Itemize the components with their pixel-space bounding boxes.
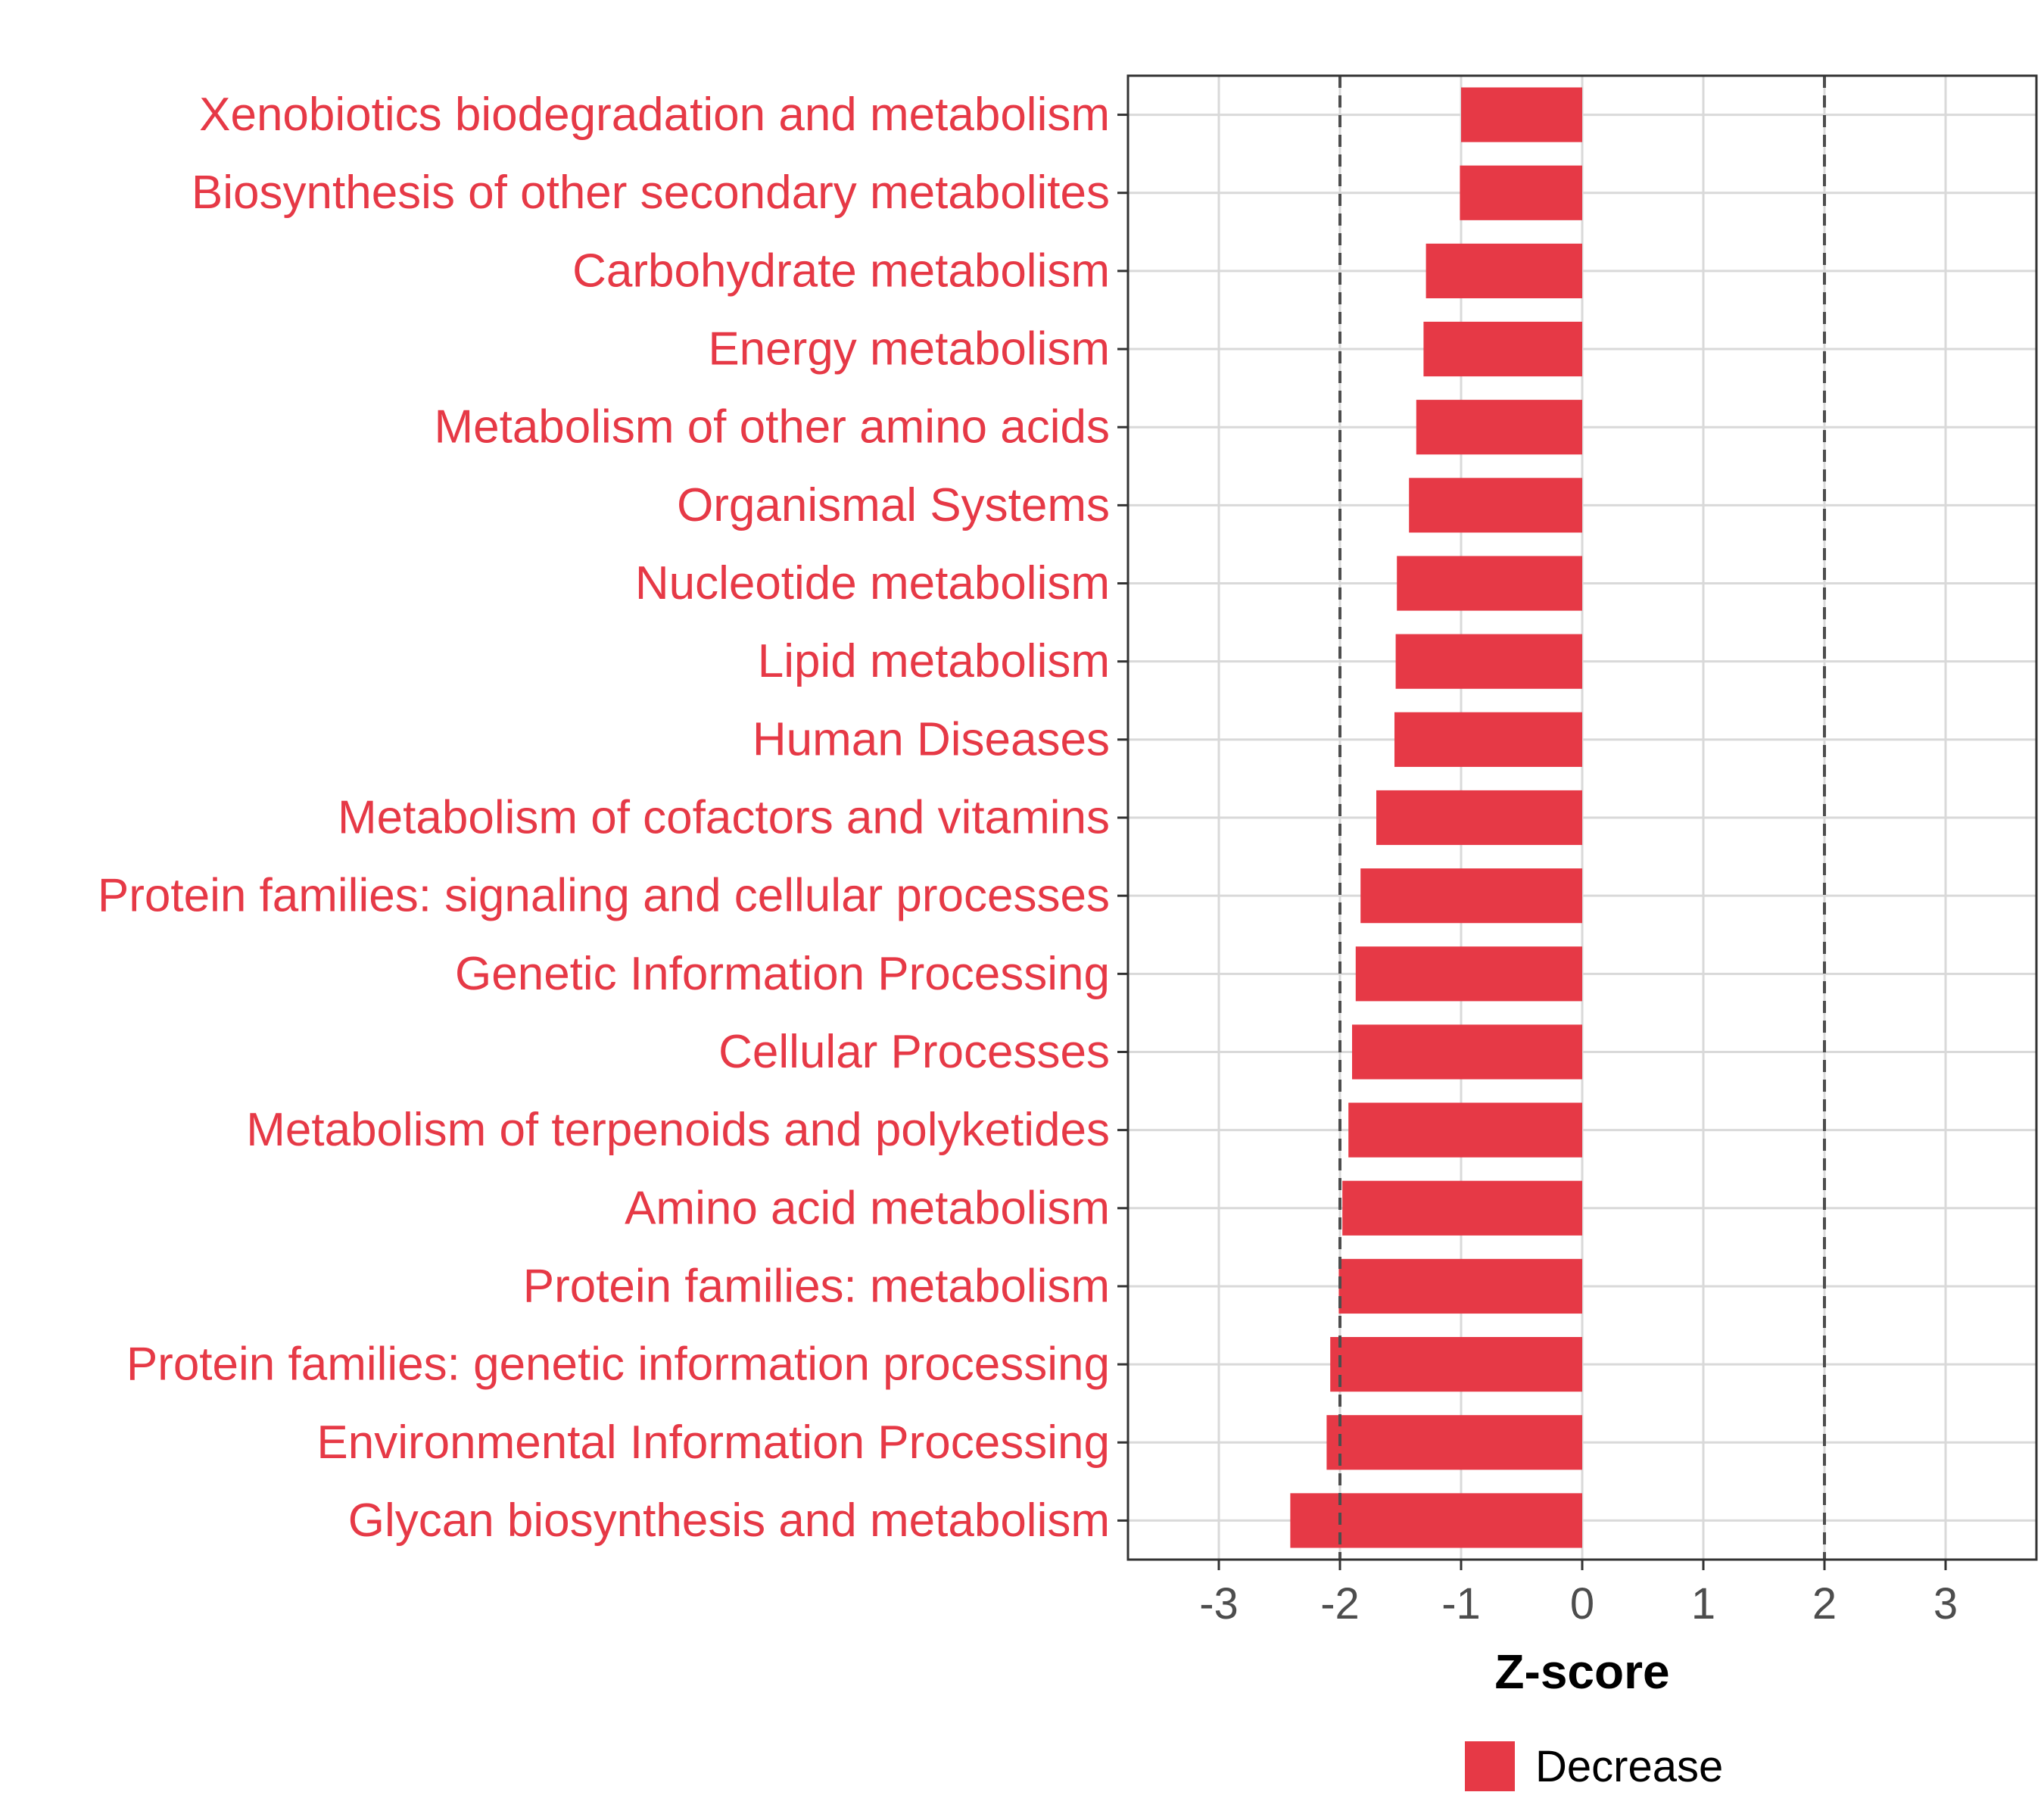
bar <box>1395 634 1582 689</box>
legend: Decrease <box>1465 1741 1723 1791</box>
legend-label-decrease: Decrease <box>1535 1742 1723 1791</box>
x-tick-labels: -3 -2 -1 0 1 2 3 <box>1199 1560 1958 1628</box>
category-label: Protein families: metabolism <box>523 1260 1110 1312</box>
x-tick-label: 1 <box>1691 1579 1715 1628</box>
category-label: Glycan biosynthesis and metabolism <box>348 1494 1110 1547</box>
category-label: Biosynthesis of other secondary metaboli… <box>192 167 1110 219</box>
bar <box>1338 1258 1582 1314</box>
category-label: Organismal Systems <box>677 479 1110 531</box>
category-label: Protein families: genetic information pr… <box>126 1339 1110 1391</box>
category-label: Metabolism of other amino acids <box>434 401 1110 453</box>
category-label: Amino acid metabolism <box>625 1182 1110 1234</box>
bar <box>1423 321 1582 377</box>
category-label: Carbohydrate metabolism <box>572 245 1110 297</box>
category-label: Metabolism of cofactors and vitamins <box>338 792 1110 844</box>
x-tick-label: 3 <box>1933 1579 1958 1628</box>
bar <box>1290 1493 1582 1548</box>
category-label: Metabolism of terpenoids and polyketides <box>246 1104 1110 1156</box>
bar <box>1330 1337 1582 1392</box>
bar <box>1326 1415 1582 1470</box>
category-labels: Xenobiotics biodegradation and metabolis… <box>98 89 1128 1547</box>
bar <box>1342 1180 1582 1236</box>
bar <box>1360 868 1582 924</box>
x-tick-label: 0 <box>1570 1579 1594 1628</box>
x-tick-label: -1 <box>1441 1579 1481 1628</box>
bar <box>1355 946 1582 1002</box>
x-tick-label: -2 <box>1320 1579 1360 1628</box>
category-label: Xenobiotics biodegradation and metabolis… <box>199 89 1110 141</box>
x-axis-title: Z-score <box>1494 1644 1669 1699</box>
category-label: Cellular Processes <box>718 1026 1110 1078</box>
category-label: Nucleotide metabolism <box>635 557 1110 609</box>
reference-lines <box>1338 76 1826 1560</box>
x-tick-label: -3 <box>1199 1579 1239 1628</box>
bar <box>1426 243 1582 298</box>
category-label: Genetic Information Processing <box>455 948 1110 1000</box>
category-label: Environmental Information Processing <box>316 1417 1110 1469</box>
legend-swatch-decrease <box>1465 1741 1515 1791</box>
bar <box>1397 556 1582 611</box>
category-label: Protein families: signaling and cellular… <box>98 870 1110 922</box>
bar <box>1409 478 1582 533</box>
bars <box>1290 87 1582 1548</box>
bar <box>1460 165 1582 220</box>
bar <box>1376 790 1582 846</box>
bar <box>1394 712 1582 767</box>
category-label: Energy metabolism <box>708 323 1110 376</box>
category-label: Lipid metabolism <box>758 635 1110 687</box>
bar <box>1416 400 1582 455</box>
x-tick-label: 2 <box>1812 1579 1837 1628</box>
category-label: Human Diseases <box>752 713 1110 765</box>
bar <box>1348 1102 1582 1158</box>
bar <box>1352 1024 1582 1080</box>
bar <box>1461 87 1582 142</box>
